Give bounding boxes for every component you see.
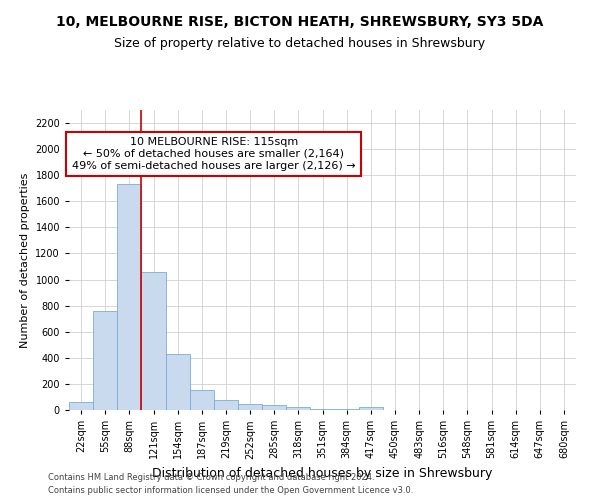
Text: 10, MELBOURNE RISE, BICTON HEATH, SHREWSBURY, SY3 5DA: 10, MELBOURNE RISE, BICTON HEATH, SHREWS… — [56, 15, 544, 29]
Bar — [69, 402, 93, 410]
Bar — [214, 400, 238, 410]
Y-axis label: Number of detached properties: Number of detached properties — [20, 172, 29, 348]
Bar — [93, 311, 117, 410]
Bar — [142, 272, 166, 410]
Bar — [238, 404, 262, 410]
Bar — [359, 408, 383, 410]
Bar — [166, 354, 190, 410]
Bar — [117, 184, 142, 410]
Text: Contains HM Land Registry data © Crown copyright and database right 2024.: Contains HM Land Registry data © Crown c… — [48, 474, 374, 482]
Bar — [262, 406, 286, 410]
Text: 10 MELBOURNE RISE: 115sqm
← 50% of detached houses are smaller (2,164)
49% of se: 10 MELBOURNE RISE: 115sqm ← 50% of detac… — [72, 138, 356, 170]
Text: Contains public sector information licensed under the Open Government Licence v3: Contains public sector information licen… — [48, 486, 413, 495]
Bar — [190, 390, 214, 410]
Bar — [286, 408, 310, 410]
Text: Size of property relative to detached houses in Shrewsbury: Size of property relative to detached ho… — [115, 38, 485, 51]
X-axis label: Distribution of detached houses by size in Shrewsbury: Distribution of detached houses by size … — [152, 467, 493, 480]
